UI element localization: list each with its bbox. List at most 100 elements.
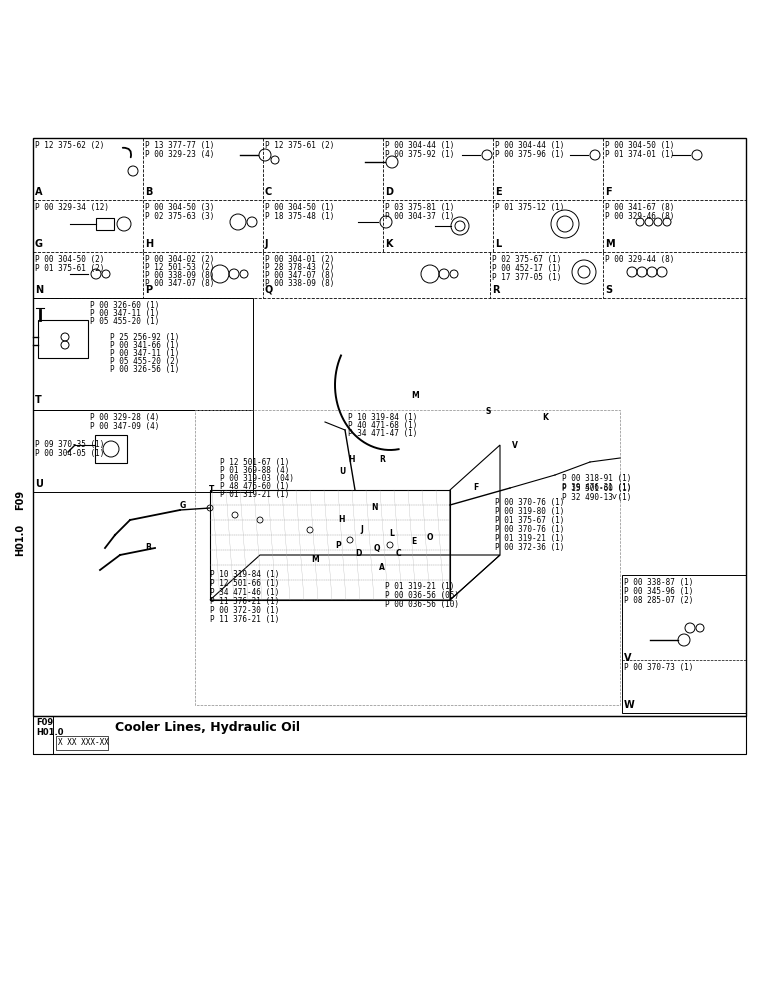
Text: P 10 319-84 (1): P 10 319-84 (1) [348, 413, 418, 422]
Text: F09: F09 [36, 718, 53, 727]
Text: P 11 376-21 (1): P 11 376-21 (1) [210, 597, 279, 606]
Text: P 00 304-50 (1): P 00 304-50 (1) [265, 203, 334, 212]
Bar [33, 716, 53, 754]
Text: P 01 369-88 (4): P 01 369-88 (4) [220, 466, 290, 475]
Text: A: A [379, 564, 385, 572]
Text: H01.0: H01.0 [15, 524, 25, 556]
Text: P 00 370-73 (1): P 00 370-73 (1) [624, 663, 693, 672]
Text: P 00 304-50 (1): P 00 304-50 (1) [605, 141, 675, 150]
Text: F: F [473, 484, 479, 492]
Text: P 00 036-56 (05): P 00 036-56 (05) [385, 591, 459, 600]
Bar [56, 736, 108, 750]
Text: Q: Q [374, 544, 381, 552]
Text: P 02 375-67 (1): P 02 375-67 (1) [492, 255, 561, 264]
Text: P 12 375-61 (2): P 12 375-61 (2) [265, 141, 334, 150]
Text: U: U [35, 479, 43, 489]
Text: H01.0: H01.0 [36, 728, 63, 737]
Text: P 03 375-81 (1): P 03 375-81 (1) [385, 203, 455, 212]
Text: L: L [390, 528, 394, 538]
Text: P 00 329-23 (4): P 00 329-23 (4) [145, 150, 215, 159]
Text: P 10 319-84 (1): P 10 319-84 (1) [210, 570, 279, 579]
Bar [38, 320, 88, 358]
Text: P 00 326-56 (1): P 00 326-56 (1) [110, 365, 179, 374]
Text: H: H [349, 456, 355, 464]
Text: P 00 375-92 (1): P 00 375-92 (1) [385, 150, 455, 159]
Bar [195, 410, 620, 705]
Bar [96, 218, 114, 230]
Text: T: T [209, 486, 215, 494]
Text: E: E [411, 538, 417, 546]
Text: F: F [605, 187, 611, 197]
Text: P 00 370-76 (1): P 00 370-76 (1) [495, 498, 564, 507]
Text: P 00 318-91 (1): P 00 318-91 (1) [562, 474, 631, 483]
Text: P 00 338-09 (8): P 00 338-09 (8) [265, 279, 334, 288]
Text: P 00 345-96 (1): P 00 345-96 (1) [624, 587, 693, 596]
Text: P 12 501-53 (2): P 12 501-53 (2) [145, 263, 215, 272]
Text: P 00 347-11 (1): P 00 347-11 (1) [110, 349, 179, 358]
Text: P 12 501-67 (1): P 12 501-67 (1) [220, 458, 290, 467]
Text: D: D [385, 187, 393, 197]
Text: P 00 370-76 (1): P 00 370-76 (1) [495, 525, 564, 534]
Text: P 12 501-66 (1): P 12 501-66 (1) [210, 579, 279, 588]
Text: P 00 341-66 (1): P 00 341-66 (1) [110, 341, 179, 350]
Text: K: K [385, 239, 392, 249]
Text: S: S [605, 285, 612, 295]
Text: P 01 374-01 (1): P 01 374-01 (1) [605, 150, 675, 159]
Text: P 11 376-21 (1): P 11 376-21 (1) [210, 615, 279, 624]
Text: V: V [612, 494, 617, 500]
Text: P 01 319-21 (1): P 01 319-21 (1) [385, 582, 455, 591]
Text: T: T [35, 395, 42, 405]
Bar [95, 435, 127, 463]
Text: P 00 347-07 (8): P 00 347-07 (8) [265, 271, 334, 280]
Text: P 00 326-60 (1): P 00 326-60 (1) [90, 301, 159, 310]
Text: P 00 304-01 (2): P 00 304-01 (2) [265, 255, 334, 264]
Text: P 00 329-34 (12): P 00 329-34 (12) [35, 203, 109, 212]
Text: B: B [145, 544, 151, 552]
Text: P 05 455-20 (2): P 05 455-20 (2) [110, 357, 179, 366]
Text: P 01 319-21 (1): P 01 319-21 (1) [220, 490, 290, 499]
Text: P 00 304-37 (1): P 00 304-37 (1) [385, 212, 455, 221]
Text: S: S [486, 408, 491, 416]
Text: P 00 329-44 (8): P 00 329-44 (8) [605, 255, 675, 264]
Text: P 00 338-87 (1): P 00 338-87 (1) [624, 578, 693, 587]
Text: P 00 304-50 (3): P 00 304-50 (3) [145, 203, 215, 212]
Text: P 02 375-63 (3): P 02 375-63 (3) [145, 212, 215, 221]
Text: U: U [339, 468, 345, 477]
Text: P 00 338-09 (8): P 00 338-09 (8) [145, 271, 215, 280]
Text: P 28 378-43 (2): P 28 378-43 (2) [265, 263, 334, 272]
Text: L: L [495, 239, 501, 249]
Text: P 00 036-56 (10): P 00 036-56 (10) [385, 600, 459, 609]
Text: P: P [145, 285, 152, 295]
Bar [33, 410, 253, 492]
Text: M: M [411, 390, 419, 399]
Text: P 00 372-36 (1): P 00 372-36 (1) [495, 543, 564, 552]
Text: O: O [427, 534, 433, 542]
Text: P 39 476-31 (1): P 39 476-31 (1) [562, 483, 631, 492]
Text: P 00 329-28 (4): P 00 329-28 (4) [90, 413, 159, 422]
Text: P 00 341-67 (8): P 00 341-67 (8) [605, 203, 675, 212]
Text: P 48 476-60 (1): P 48 476-60 (1) [220, 482, 290, 491]
Text: P 08 285-07 (2): P 08 285-07 (2) [624, 596, 693, 605]
Text: C: C [395, 548, 401, 558]
Text: P 40 471-68 (1): P 40 471-68 (1) [348, 421, 418, 430]
Text: P 13 377-77 (1): P 13 377-77 (1) [145, 141, 215, 150]
Text: P 00 304-44 (1): P 00 304-44 (1) [495, 141, 564, 150]
Text: P 00 304-02 (2): P 00 304-02 (2) [145, 255, 215, 264]
Text: P 01 375-61 (2): P 01 375-61 (2) [35, 264, 104, 273]
Text: W: W [624, 700, 635, 710]
Text: P 09 370-35 (1): P 09 370-35 (1) [35, 440, 104, 449]
Text: E: E [495, 187, 502, 197]
Text: K: K [542, 414, 548, 422]
Text: N: N [35, 285, 43, 295]
Bar [33, 298, 253, 410]
Text: Cooler Lines, Hydraulic Oil: Cooler Lines, Hydraulic Oil [115, 721, 300, 734]
Text: P 00 375-96 (1): P 00 375-96 (1) [495, 150, 564, 159]
Text: C: C [265, 187, 273, 197]
Text: M: M [311, 556, 319, 564]
Text: M: M [605, 239, 615, 249]
Text: P 00 304-05 (1): P 00 304-05 (1) [35, 449, 104, 458]
Text: P 00 452-17 (1): P 00 452-17 (1) [492, 264, 561, 273]
Text: P 00 347-09 (4): P 00 347-09 (4) [90, 422, 159, 431]
Text: V: V [512, 440, 518, 450]
Text: B: B [145, 187, 152, 197]
